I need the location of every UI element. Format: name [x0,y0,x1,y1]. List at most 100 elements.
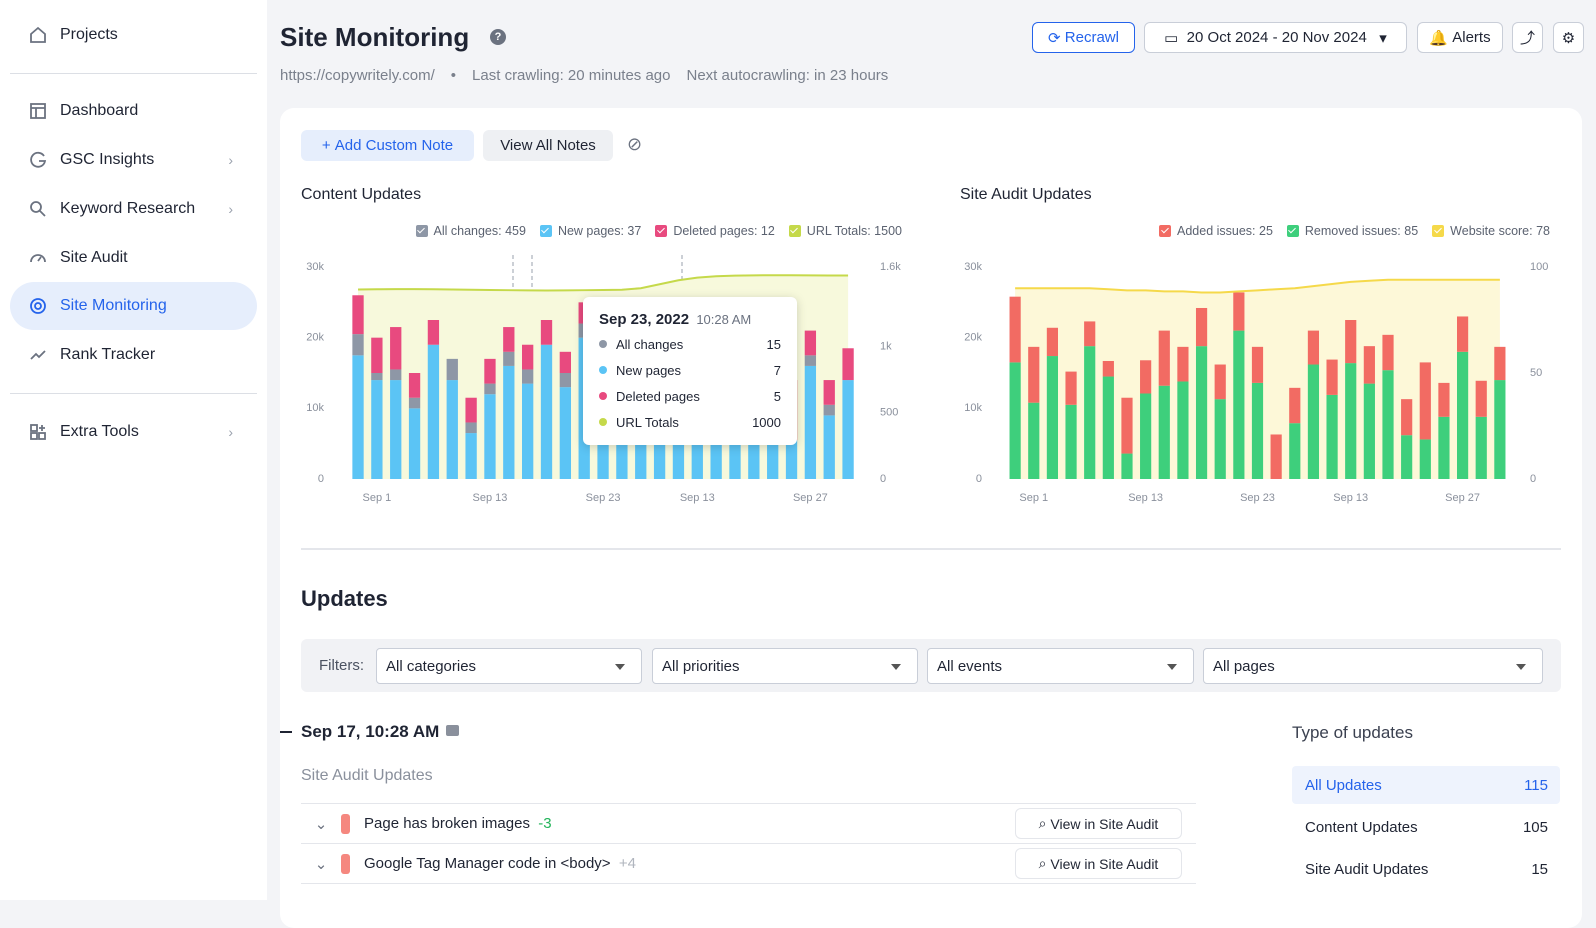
view-button[interactable]: ⌕ View in Site Audit [1015,848,1182,879]
nav-gsc[interactable]: GSC Insights › [10,136,257,184]
legend-checkbox[interactable] [415,225,428,237]
bar-segment [1419,439,1431,479]
bar-segment [1046,356,1059,479]
nav-label: Site Audit [60,249,128,266]
settings-button[interactable]: ⚙ [1553,22,1584,53]
line [1015,278,1500,294]
tooltip-value: 15 [766,336,781,352]
bar-segment [1158,330,1170,386]
tooltip-row: Deleted pages 5 [599,383,781,409]
bar-segment [1102,360,1114,377]
nav-site-monitoring[interactable]: Site Monitoring [10,282,257,330]
tooltip-row: All changes 15 [599,331,781,357]
bar-segment [1065,371,1077,405]
legend-checkbox[interactable] [1432,225,1445,237]
bar-segment [1046,327,1059,357]
expand-icon[interactable]: ⌄ [314,815,328,833]
nav-projects[interactable]: Projects [10,11,257,59]
bar-segment [408,397,421,409]
bar-segment [390,369,402,381]
bar-segment [371,337,383,373]
bar-segment [1177,381,1189,479]
bar-segment [1251,382,1264,479]
bar-segment [823,404,835,416]
legend-label: URL Totals: 1500 [806,224,902,238]
date-range-picker[interactable]: ▭ 20 Oct 2024 - 20 Nov 2024 ▾ [1144,22,1407,53]
help-icon[interactable]: ? [490,29,506,45]
button-label: Add Custom Note [334,137,454,154]
legend-item[interactable]: Added issues: 25 [1159,224,1273,238]
nav-extra-tools[interactable]: Extra Tools › [10,408,257,456]
dropdown-label: All categories [386,657,477,675]
legend-checkbox[interactable] [1286,225,1299,237]
button-label: View in Site Audit [1050,855,1159,872]
divider [301,548,1561,550]
tick-label: 20k [964,332,982,344]
legend-label: Removed issues: 85 [1304,224,1419,238]
share-button[interactable]: ⤴ [1512,22,1543,53]
chart: 0 10k 20k 30k 0 50 100 Sep 1 Sep 13 Sep 23 Sep 13 S… [964,261,1548,504]
legend-item[interactable]: Website score: 78 [1432,224,1550,238]
bar-segment [1140,393,1152,479]
bar-segment [408,408,421,479]
nav-dashboard[interactable]: Dashboard [10,87,257,135]
nav-site-audit[interactable]: Site Audit [10,234,257,282]
legend-item[interactable]: URL Totals: 1500 [788,224,902,238]
legend-label: Website score: 78 [1450,224,1550,238]
legend-item[interactable]: New pages: 37 [539,224,641,238]
type-item[interactable]: Site Audit Updates 15 [1292,850,1560,888]
legend-item[interactable]: Deleted pages: 12 [655,224,775,238]
tick-label: 50 [1530,367,1542,379]
nav-rank-tracker[interactable]: Rank Tracker [10,331,257,379]
bar-segment [559,373,572,388]
nav-label: Rank Tracker [60,346,156,363]
tick-label: 10k [964,402,982,414]
bar-segment [1326,359,1338,395]
update-row: ⌄ Page has broken images -3 ⌕ View in Si… [301,803,1196,843]
bar-segment [1195,346,1208,479]
legend-checkbox[interactable] [539,225,552,237]
bar-segment [390,380,402,479]
next-autocrawling: Next autocrawling: in 23 hours [686,67,889,84]
comment-icon[interactable] [446,725,459,736]
alerts-button[interactable]: 🔔 Alerts [1417,22,1503,53]
legend-checkbox[interactable] [655,225,668,237]
type-item[interactable]: All Updates 115 [1292,766,1560,804]
bar-segment [1121,453,1133,479]
view-notes-button[interactable]: View All Notes [483,130,613,161]
legend-checkbox[interactable] [788,225,801,237]
filter-dropdown[interactable]: All priorities [652,648,918,684]
bar-segment [503,327,515,352]
x-tick-label: Sep 13 [473,492,508,504]
view-button[interactable]: ⌕ View in Site Audit [1015,808,1182,839]
add-note-button[interactable]: + Add Custom Note [301,130,474,161]
update-delta: -3 [538,815,552,832]
legend-item[interactable]: All changes: 459 [415,224,526,238]
bar-segment [823,380,835,405]
bar-segment [427,320,440,345]
legend-label: Deleted pages: 12 [673,224,775,238]
types-title: Type of updates [1292,723,1413,742]
tooltip-row: URL Totals 1000 [599,409,781,435]
legend-item[interactable]: Removed issues: 85 [1286,224,1419,238]
collapse-icon[interactable] [280,731,292,733]
type-item[interactable]: Content Updates 105 [1292,808,1560,846]
chart-title: Content Updates [301,186,422,203]
hide-notes-icon[interactable]: ⊘ [627,134,643,154]
legend-checkbox[interactable] [1159,225,1171,237]
type-count: 105 [1522,818,1548,836]
expand-icon[interactable]: ⌄ [314,855,328,873]
filter-dropdown[interactable]: All categories [376,648,642,684]
tick-label: 20k [306,332,324,344]
tooltip-time: 10:28 AM [696,311,752,327]
nav-keyword[interactable]: Keyword Research › [10,185,257,233]
filter-dropdown[interactable]: All events [927,648,1194,684]
bar-segment [1177,346,1189,382]
recrawl-button[interactable]: ⟳ Recrawl [1032,22,1135,53]
bar-segment [1251,346,1264,383]
tick-label: 0 [1530,473,1536,485]
tooltip-row: New pages 7 [599,357,781,383]
site-url[interactable]: https://copywritely.com/ [280,67,435,84]
group-date: Sep 17, 10:28 AM [301,722,440,741]
filter-dropdown[interactable]: All pages [1203,648,1543,684]
